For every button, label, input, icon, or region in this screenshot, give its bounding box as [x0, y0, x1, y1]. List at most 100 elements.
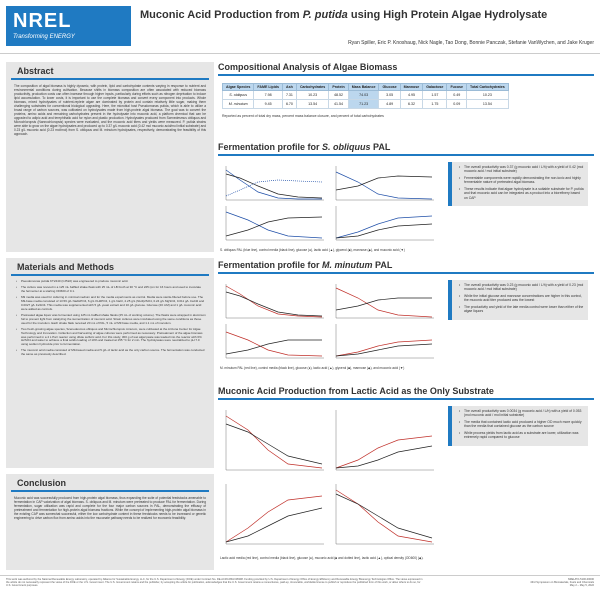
composition-column-header: Carbohydrates [295, 83, 330, 91]
minutum-panel: Fermentation profile for M. minutum PAL [218, 260, 594, 380]
lactic-bullet: The media that contained lactic acid pro… [459, 420, 584, 428]
composition-cell: 6.32 [399, 99, 424, 109]
obliquus-bullet: The overall productivity was 0.37 (g muc… [459, 165, 584, 173]
composition-cell: 6.70 [281, 99, 297, 109]
obliquus-bullet: These results indicate that algae hydrol… [459, 187, 584, 199]
composition-cell: 10.23 [466, 90, 509, 100]
methods-item: The culture was revived in a 125 mL baff… [16, 285, 206, 294]
abstract-heading: Abstract [11, 62, 209, 80]
minutum-panel-a [225, 284, 324, 319]
composition-cell: 1.57 [422, 90, 448, 100]
composition-cell: 3.05 [378, 90, 401, 100]
obliquus-heading-species: S. obliquus [322, 142, 371, 152]
minutum-chart [218, 278, 440, 364]
obliquus-heading: Fermentation profile for S. obliquus PAL [218, 142, 594, 156]
minutum-bullet: The productivity and yield of the late m… [459, 305, 584, 313]
lactic-chart [218, 404, 440, 554]
lactic-panel-c [225, 484, 324, 545]
composition-panel: Compositional Analysis of Algae Biomass … [218, 62, 594, 158]
composition-column-header: Mass Balance [347, 83, 380, 91]
minutum-bullet: While the initial glucose and mannose co… [459, 294, 584, 302]
minutum-heading: Fermentation profile for M. minutum PAL [218, 260, 594, 274]
obliquus-chart [218, 160, 440, 246]
composition-column-header: Fucose [446, 83, 468, 91]
composition-cell: 48.52 [328, 90, 349, 100]
composition-column-header: Ash [281, 83, 297, 91]
composition-cell: 0.49 [446, 90, 468, 100]
methods-item: Pretreated algae liquor was fermented us… [16, 313, 206, 325]
composition-species-cell: S. obliquus [221, 90, 255, 100]
methods-panel: Materials and Methods Pseudomonas putida… [6, 258, 214, 468]
obliquus-panel-c [225, 206, 324, 241]
obliquus-panel-b [335, 166, 434, 201]
obliquus-bullets: The overall productivity was 0.37 (g muc… [448, 162, 588, 206]
obliquus-panel-d [335, 206, 434, 241]
obliquus-heading-part-2: PAL [370, 142, 391, 152]
logo-word: NREL [13, 10, 72, 32]
minutum-heading-part-1: Fermentation profile for [218, 260, 323, 270]
minutum-heading-part-2: PAL [372, 260, 393, 270]
header: NREL Transforming ENERGY Muconic Acid Pr… [0, 0, 600, 54]
minutum-panel-d [335, 324, 434, 359]
title-species: P. putida [302, 9, 348, 21]
obliquus-panel-a [225, 166, 324, 201]
lactic-panel-d [335, 484, 434, 545]
obliquus-heading-part-1: Fermentation profile for [218, 142, 323, 152]
lactic-panel-b [335, 410, 434, 471]
abstract-text: The composition of algal biomass is high… [14, 84, 206, 136]
composition-cell: 7.98 [253, 90, 283, 100]
composition-column-header: Galactose [422, 83, 448, 91]
composition-table: Algae Species FAME Lipids Ash Carbohydrates… [221, 83, 509, 109]
methods-heading: Materials and Methods [11, 258, 209, 276]
methods-item: Two fresh-growing algae species, Scenede… [16, 327, 206, 347]
composition-header-row: Algae Species FAME Lipids Ash Carbohydrates… [221, 83, 509, 91]
composition-column-header: Total Carbohydrates [466, 83, 509, 91]
minutum-caption: M. minutum PAL (red line), control media… [220, 366, 405, 370]
composition-row: M. minutum 9.45 6.70 13.54 41.54 71.23 4.89 6.3… [221, 99, 509, 109]
footer: This work was authored by the National R… [0, 575, 600, 600]
composition-species-cell: M. minutum [221, 99, 255, 109]
lactic-heading: Muconic Acid Production from Lactic Acid… [218, 386, 594, 400]
composition-cell: 7.31 [281, 90, 297, 100]
methods-item: M9 media was used for culturing in minim… [16, 295, 206, 311]
poster-title: Muconic Acid Production from P. putida u… [140, 9, 547, 21]
obliquus-caption: S. obliquus PAL (blue line), control med… [220, 248, 405, 252]
footer-conference: 43rd Symposium on Biomaterials, Fuels an… [530, 581, 594, 585]
abstract-panel: Abstract The composition of algal biomas… [6, 62, 214, 252]
composition-cell: 13.54 [295, 99, 330, 109]
minutum-panel-c [225, 324, 324, 359]
footer-date: May 2 – May 5, 2022 [569, 584, 594, 588]
methods-item: Pseudomonas putida KT2440 (CJ522) was en… [16, 279, 206, 284]
composition-cell: 71.23 [347, 99, 380, 109]
composition-column-header: Protein [328, 83, 349, 91]
title-part-1: Muconic Acid Production from [140, 9, 303, 21]
conclusion-panel: Conclusion Muconic acid was successfully… [6, 474, 214, 570]
conclusion-heading: Conclusion [11, 474, 209, 492]
obliquus-panel: Fermentation profile for S. obliquus PAL [218, 142, 594, 254]
title-part-2: using High Protein Algae Hydrolysate [347, 9, 548, 21]
methods-list: Pseudomonas putida KT2440 (CJ522) was en… [6, 276, 214, 357]
nrel-logo: NREL Transforming ENERGY [6, 6, 131, 46]
composition-column-header: Algae Species [221, 83, 255, 91]
composition-cell: 4.95 [399, 90, 424, 100]
lactic-bullet: While process yields from lactic acid as… [459, 431, 584, 439]
composition-cell: 9.45 [253, 99, 283, 109]
composition-cell: 0.09 [446, 99, 468, 109]
minutum-bullets: The overall productivity was 0.23 (g muc… [448, 280, 588, 320]
obliquus-bullet: Fermentable components were rapidly demo… [459, 176, 584, 184]
composition-column-header: Mannose [399, 83, 424, 91]
logo-tagline: Transforming ENERGY [13, 34, 75, 40]
lactic-panel: Muconic Acid Production from Lactic Acid… [218, 386, 594, 572]
footer-info: NREL/PO-5100-00000 43rd Symposium on Bio… [530, 578, 594, 588]
composition-body: S. obliquus 7.98 7.31 10.23 48.52 74.03 3.05 4.… [221, 90, 509, 109]
minutum-heading-species: M. minutum [322, 260, 373, 270]
composition-cell: 1.75 [422, 99, 448, 109]
composition-cell: 10.23 [295, 90, 330, 100]
minutum-bullet: The overall productivity was 0.23 (g muc… [459, 283, 584, 291]
methods-item: The muconic acid media consisted of M9-b… [16, 349, 206, 357]
composition-heading: Compositional Analysis of Algae Biomass [218, 62, 594, 76]
footer-report-number: NREL/PO-5100-00000 [567, 578, 594, 581]
lactic-panel-a [225, 410, 324, 471]
conclusion-text: Muconic acid was successfully produced f… [14, 496, 206, 520]
